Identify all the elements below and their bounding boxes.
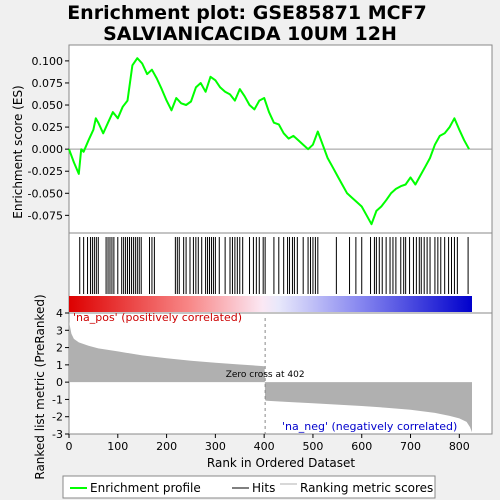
- x-tick-label: 200: [156, 440, 177, 453]
- es-y-tick-label: 0.100: [32, 55, 64, 68]
- metric-y-tick-label: 3: [56, 324, 63, 337]
- x-axis-label: Rank in Ordered Dataset: [207, 456, 355, 470]
- es-line: [68, 57, 470, 226]
- rank-colorbar: [69, 296, 472, 312]
- metric-y-tick-label: -1: [52, 393, 63, 406]
- legend-label-enrichment-profile: Enrichment profile: [90, 481, 201, 495]
- es-y-ticks: -0.075 -0.050 -0.025 0.000 0.025 0.050 0.075 0.…: [28, 55, 492, 222]
- x-tick-label: 500: [302, 440, 323, 453]
- x-tick-label: 300: [205, 440, 226, 453]
- x-tick-label: 400: [254, 440, 275, 453]
- metric-y-ticks: -3 -2 -1 0 1 2 3 4: [52, 307, 69, 441]
- chart-title-line1: Enrichment plot: GSE85871 MCF7: [67, 2, 427, 24]
- x-tick-label: 600: [351, 440, 372, 453]
- zero-cross-label: Zero cross at 402: [226, 370, 305, 380]
- es-y-tick-label: 0.000: [32, 143, 64, 156]
- legend-label-ranking-metric: Ranking metric scores: [300, 481, 433, 495]
- chart-title-line2: SALVIANICACIDA 10UM 12H: [103, 23, 397, 45]
- es-y-tick-label: 0.050: [32, 99, 64, 112]
- pos-label: 'na_pos' (positively correlated): [73, 311, 242, 324]
- metric-y-tick-label: 0: [56, 376, 63, 389]
- metric-y-tick-label: 4: [56, 307, 63, 320]
- legend-box: [62, 475, 436, 499]
- es-y-axis-label: Enrichment score (ES): [11, 85, 25, 218]
- es-y-tick-label: 0.075: [32, 77, 64, 90]
- metric-y-tick-label: -2: [52, 411, 63, 424]
- es-y-tick-label: 0.025: [32, 121, 64, 134]
- x-tick-label: 700: [400, 440, 421, 453]
- es-y-tick-label: -0.050: [28, 187, 63, 200]
- metric-y-axis-label: Ranked list metric (PreRanked): [33, 294, 47, 479]
- metric-y-tick-label: -3: [52, 428, 63, 441]
- x-tick-label: 800: [449, 440, 470, 453]
- es-panel: [68, 44, 493, 234]
- metric-y-tick-label: 1: [56, 359, 63, 372]
- legend-label-hits: Hits: [252, 481, 275, 495]
- es-y-tick-label: -0.075: [28, 209, 63, 222]
- metric-y-tick-label: 2: [56, 342, 63, 355]
- x-tick-label: 100: [107, 440, 128, 453]
- hits-marks: [79, 237, 469, 294]
- x-axis: 0 100 200 300 400 500 600 700 800: [66, 434, 470, 453]
- x-tick-label: 0: [66, 440, 73, 453]
- ranked-metric-area: [69, 321, 472, 433]
- neg-label: 'na_neg' (negatively correlated): [282, 420, 457, 433]
- es-y-tick-label: -0.025: [28, 165, 63, 178]
